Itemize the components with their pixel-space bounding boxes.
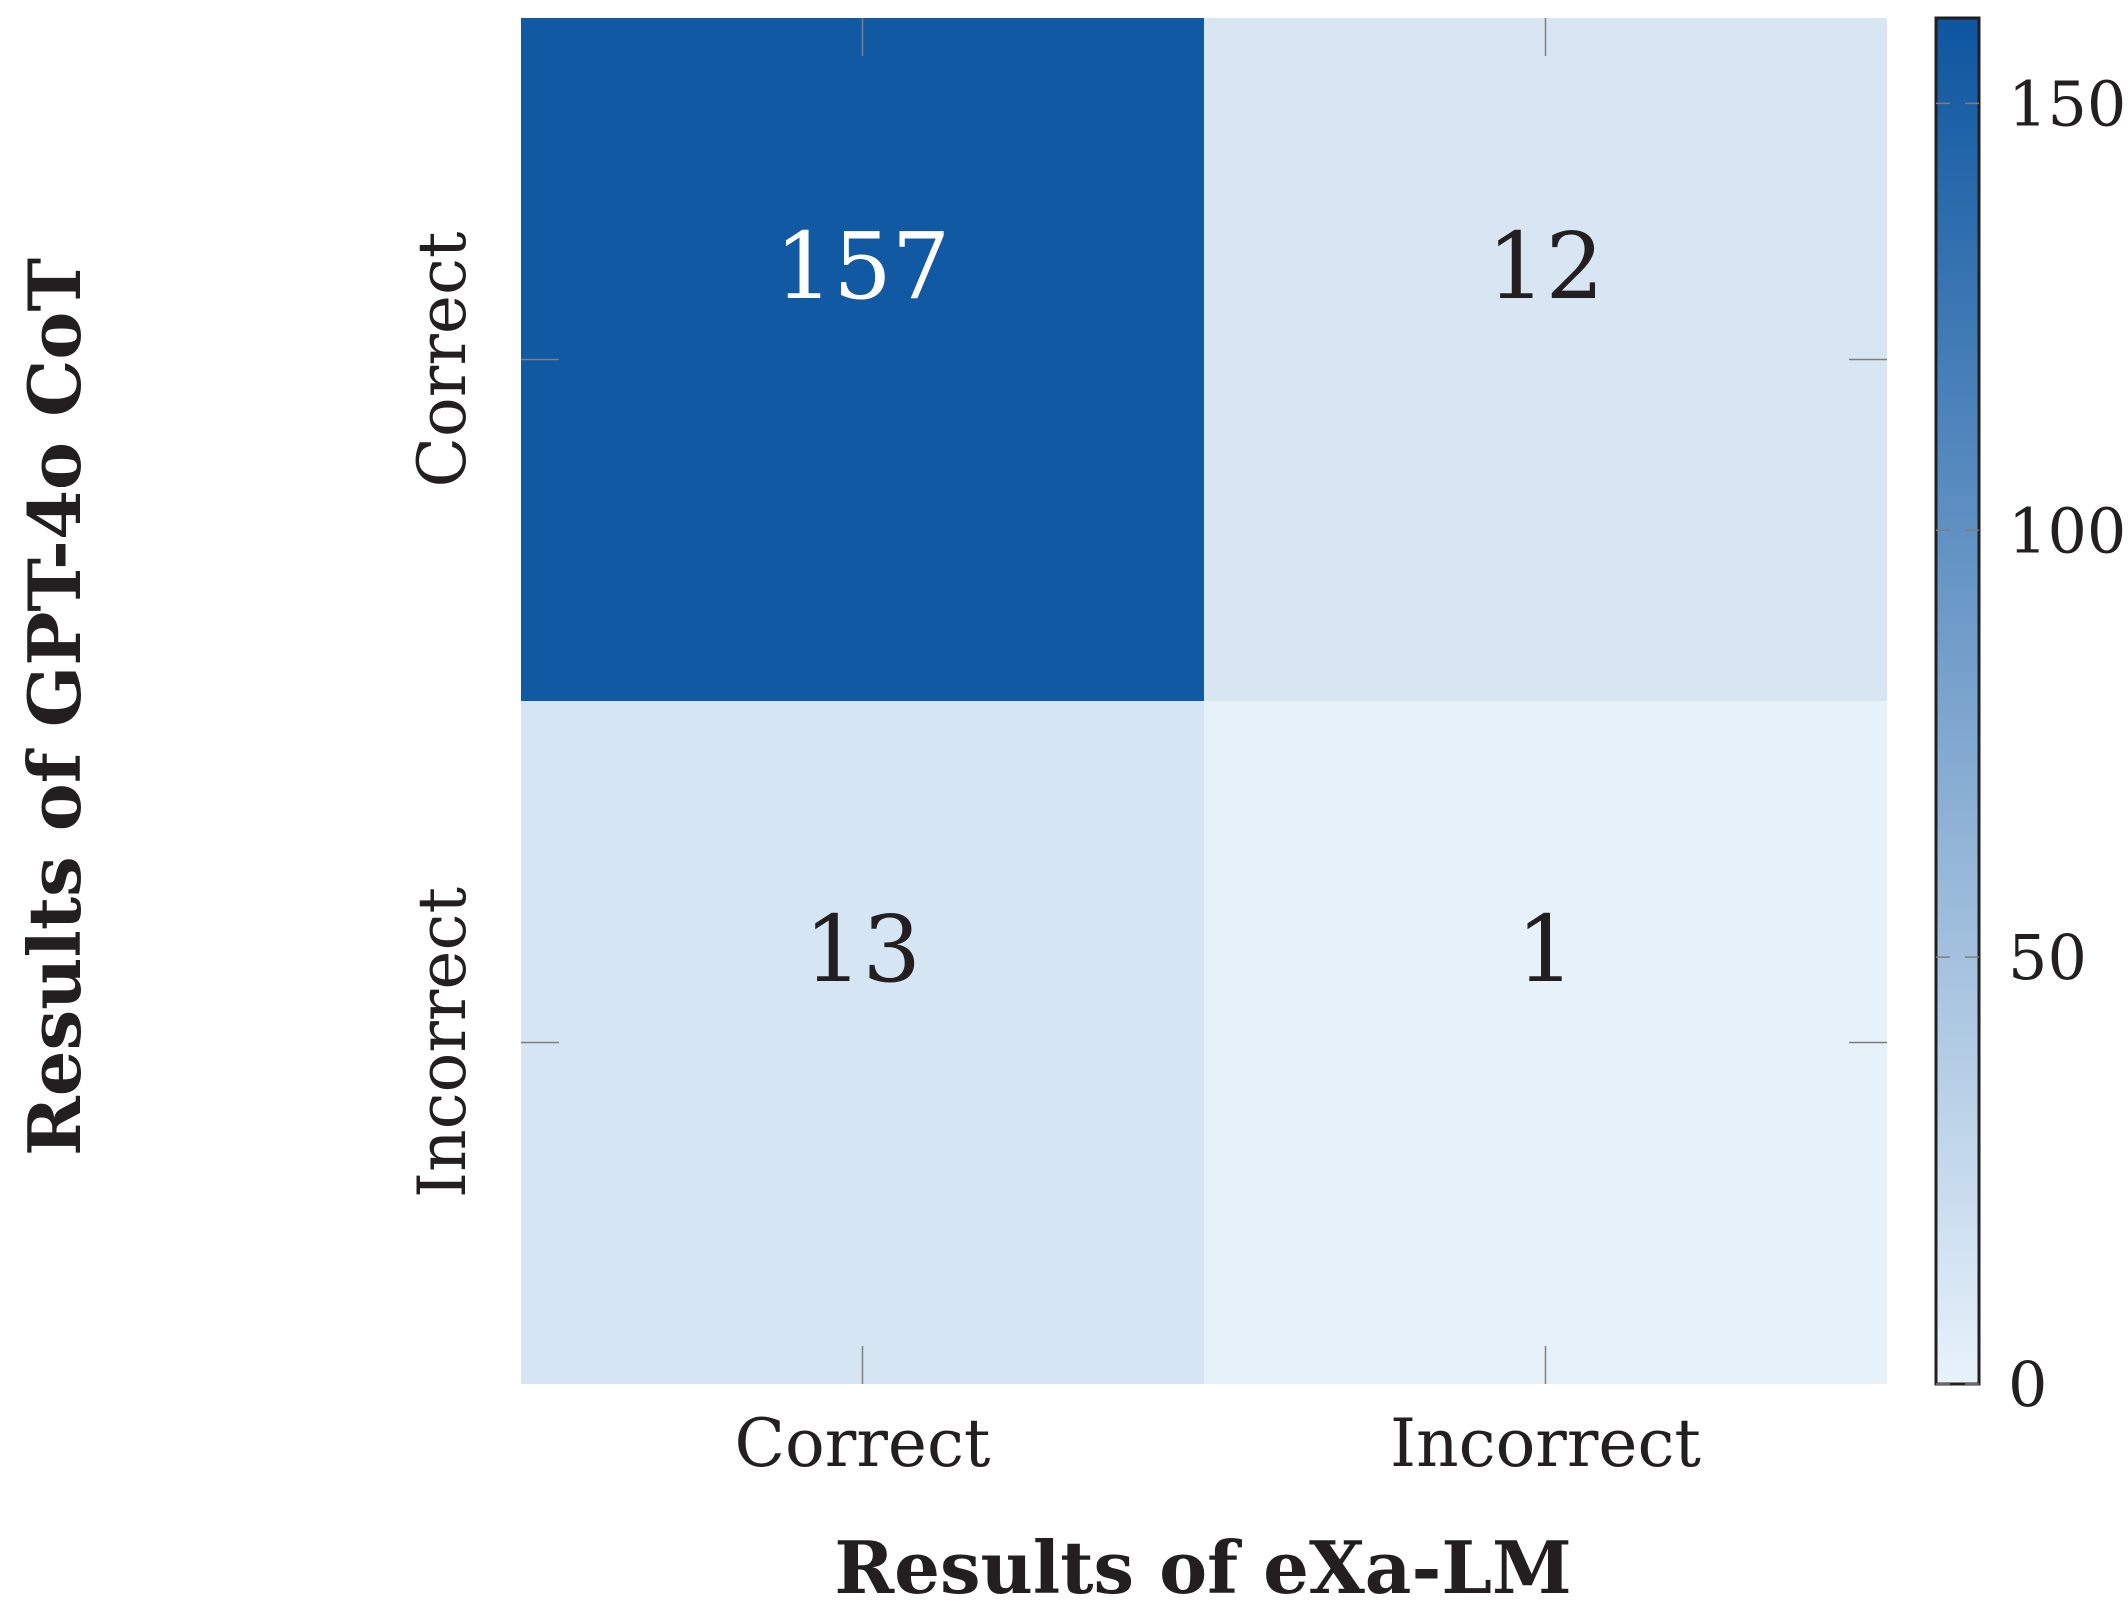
- colorbar-gradient: [1934, 16, 1981, 1386]
- heatmap-cell: [521, 701, 1204, 1384]
- colorbar-ticks: 0 50 100 150: [1936, 67, 2126, 1421]
- heatmap-cells: [521, 18, 1887, 1384]
- heatmap-cell: [521, 18, 1204, 701]
- heatmap-cell: [1204, 701, 1887, 1384]
- cell-value-label: 13: [804, 896, 921, 1003]
- x-tick-label: Incorrect: [1390, 1405, 1701, 1482]
- x-axis-title: Results of eXa-LM: [834, 1525, 1571, 1610]
- y-tick-label: Incorrect: [404, 887, 481, 1198]
- axis-tick-labels: Correct Incorrect Correct Incorrect: [404, 232, 1701, 1482]
- heatmap-cell: [1204, 18, 1887, 701]
- cell-value-labels: 157 12 13 1: [775, 213, 1604, 1003]
- y-axis-title: Results of GPT-4o CoT: [12, 258, 97, 1156]
- colorbar: 0 50 100 150: [1934, 16, 2126, 1421]
- axis-ticks: [521, 18, 1887, 1384]
- cell-value-label: 12: [1487, 213, 1604, 320]
- colorbar-tick-label: 100: [2008, 494, 2126, 567]
- colorbar-tick-label: 50: [2008, 921, 2087, 994]
- colorbar-tick-label: 0: [2008, 1348, 2047, 1421]
- cell-value-label: 1: [1516, 896, 1575, 1003]
- x-tick-label: Correct: [735, 1405, 991, 1482]
- cell-value-label: 157: [775, 213, 951, 320]
- colorbar-tick-label: 150: [2008, 67, 2126, 140]
- y-tick-label: Correct: [404, 232, 481, 488]
